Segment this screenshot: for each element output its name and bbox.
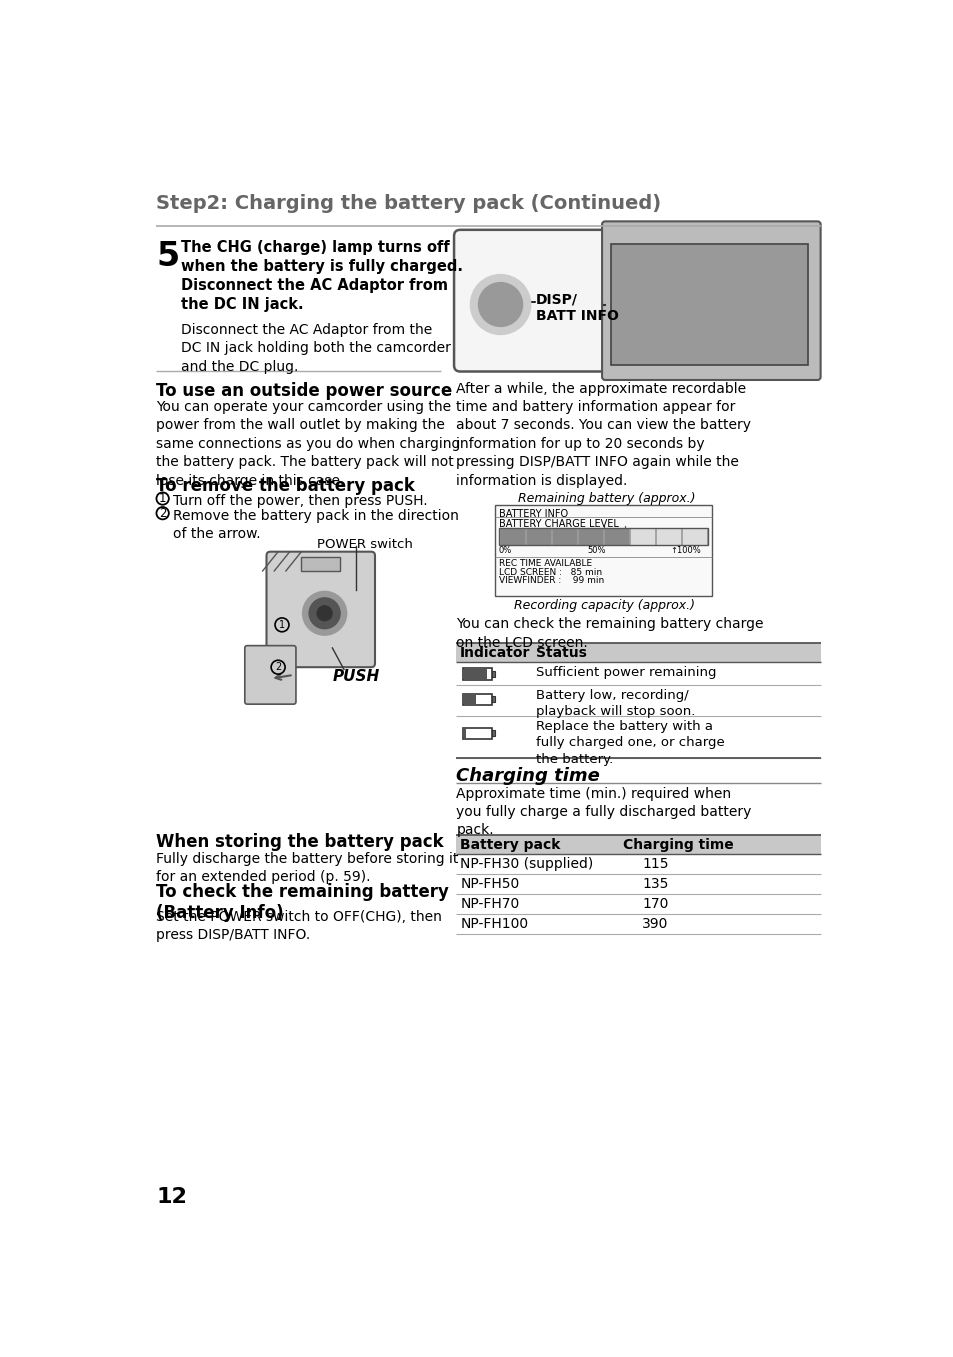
Text: 2: 2 [274, 662, 281, 672]
Text: NP-FH50: NP-FH50 [459, 878, 519, 892]
Text: NP-FH70: NP-FH70 [459, 897, 519, 912]
Circle shape [309, 598, 340, 628]
Text: You can check the remaining battery charge
on the LCD screen.: You can check the remaining battery char… [456, 617, 763, 650]
Bar [655, 528, 680, 544]
Text: Status: Status [536, 646, 586, 661]
Text: Replace the battery with a
fully charged one, or charge
the battery.: Replace the battery with a fully charged… [536, 719, 724, 765]
Bar [498, 528, 707, 544]
Text: Turn off the power, then press PUSH.: Turn off the power, then press PUSH. [173, 494, 428, 508]
Bar [462, 668, 492, 680]
Text: VIEWFINDER :    99 min: VIEWFINDER : 99 min [498, 577, 603, 585]
Text: The CHG (charge) lamp turns off
when the battery is fully charged.
Disconnect th: The CHG (charge) lamp turns off when the… [181, 240, 463, 312]
Circle shape [303, 592, 346, 635]
FancyBboxPatch shape [601, 221, 820, 380]
Bar [492, 672, 495, 677]
Text: Step2: Charging the battery pack (Continued): Step2: Charging the battery pack (Contin… [156, 194, 660, 213]
Text: 1: 1 [159, 493, 166, 505]
FancyBboxPatch shape [245, 646, 295, 704]
Bar [525, 528, 550, 544]
Bar [629, 528, 654, 544]
Text: Recording capacity (approx.): Recording capacity (approx.) [514, 598, 695, 612]
Text: To use an outside power source: To use an outside power source [156, 383, 453, 400]
Text: Remove the battery pack in the direction
of the arrow.: Remove the battery pack in the direction… [173, 509, 459, 541]
Text: Battery low, recording/
playback will stop soon.: Battery low, recording/ playback will st… [536, 689, 695, 718]
Circle shape [471, 275, 530, 334]
Text: NP-FH100: NP-FH100 [459, 917, 528, 931]
Text: 2: 2 [159, 506, 166, 520]
Bar [499, 528, 524, 544]
Text: Battery pack: Battery pack [459, 839, 560, 852]
Text: After a while, the approximate recordable
time and battery information appear fo: After a while, the approximate recordabl… [456, 381, 751, 487]
Text: Charging time: Charging time [622, 839, 733, 852]
Bar [456, 835, 821, 854]
Bar [462, 727, 492, 740]
Text: 50%: 50% [586, 547, 605, 555]
Text: POWER switch: POWER switch [316, 537, 413, 551]
Circle shape [316, 605, 332, 622]
Bar [495, 505, 711, 596]
Text: Sufficient power remaining: Sufficient power remaining [536, 666, 716, 678]
Text: Set the POWER switch to OFF(CHG), then
press DISP/BATT INFO.: Set the POWER switch to OFF(CHG), then p… [156, 909, 442, 942]
Text: ↑100%: ↑100% [670, 547, 700, 555]
Bar [462, 693, 492, 706]
Text: To remove the battery pack: To remove the battery pack [156, 478, 415, 495]
Text: 0%: 0% [498, 547, 512, 555]
Bar [463, 669, 487, 678]
Text: NP-FH30 (supplied): NP-FH30 (supplied) [459, 858, 593, 871]
Text: BATTERY CHARGE LEVEL: BATTERY CHARGE LEVEL [498, 518, 618, 529]
Text: 12: 12 [156, 1187, 187, 1206]
Text: PUSH: PUSH [332, 669, 379, 684]
Text: LCD SCREEN :   85 min: LCD SCREEN : 85 min [498, 567, 601, 577]
Text: Disconnect the AC Adaptor from the
DC IN jack holding both the camcorder
and the: Disconnect the AC Adaptor from the DC IN… [181, 323, 451, 373]
Bar [492, 696, 495, 702]
Text: Fully discharge the battery before storing it
for an extended period (p. 59).: Fully discharge the battery before stori… [156, 852, 458, 885]
Text: 135: 135 [641, 878, 668, 892]
Text: To check the remaining battery
(Battery Info): To check the remaining battery (Battery … [156, 883, 449, 921]
Bar [611, 244, 807, 365]
Text: 5: 5 [156, 240, 179, 273]
Bar [492, 730, 495, 737]
Text: 1: 1 [278, 620, 285, 630]
Bar [551, 528, 577, 544]
Text: DISP/
BATT INFO: DISP/ BATT INFO [536, 293, 618, 323]
Bar [463, 695, 476, 704]
Circle shape [478, 284, 521, 326]
Text: 115: 115 [641, 858, 668, 871]
Bar [456, 643, 821, 662]
Text: Indicator: Indicator [459, 646, 530, 661]
FancyBboxPatch shape [266, 552, 375, 668]
Text: REC TIME AVAILABLE: REC TIME AVAILABLE [498, 559, 592, 567]
Text: 170: 170 [641, 897, 668, 912]
Bar [301, 558, 340, 571]
Text: Remaining battery (approx.): Remaining battery (approx.) [517, 491, 695, 505]
Bar [680, 528, 706, 544]
Text: BATTERY INFO: BATTERY INFO [498, 509, 568, 518]
Text: Approximate time (min.) required when
you fully charge a fully discharged batter: Approximate time (min.) required when yo… [456, 787, 751, 837]
Text: You can operate your camcorder using the
power from the wall outlet by making th: You can operate your camcorder using the… [156, 400, 460, 487]
Text: 390: 390 [641, 917, 668, 931]
Text: Charging time: Charging time [456, 767, 599, 786]
Bar [603, 528, 628, 544]
FancyBboxPatch shape [454, 229, 609, 372]
Bar [463, 729, 466, 738]
Bar [578, 528, 602, 544]
Text: When storing the battery pack: When storing the battery pack [156, 833, 443, 851]
